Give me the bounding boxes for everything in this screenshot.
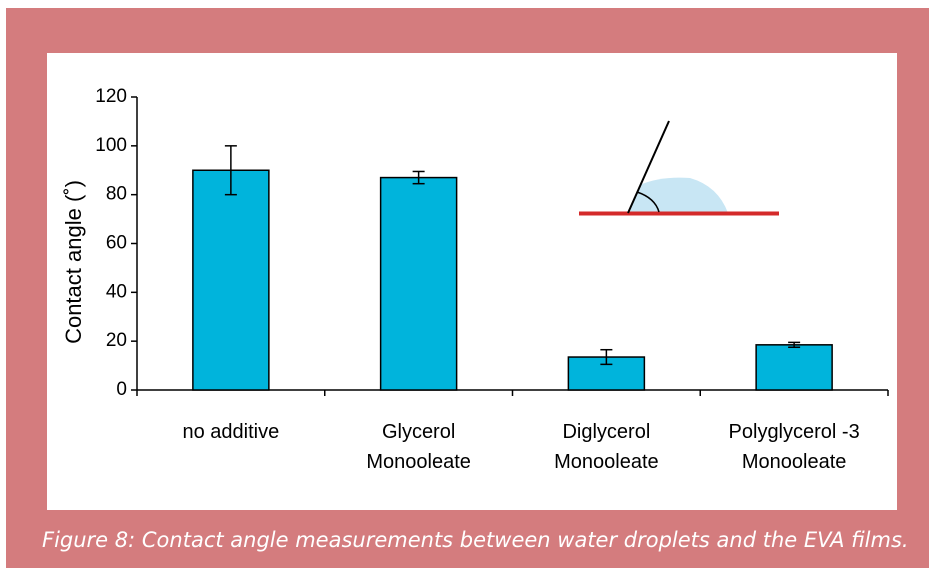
y-axis-label: Contact angle (˚) xyxy=(61,180,86,344)
error-bar xyxy=(412,170,425,185)
droplet xyxy=(628,177,728,213)
error-bar xyxy=(788,341,801,349)
error-bar xyxy=(600,348,613,366)
bar xyxy=(567,356,646,391)
x-tick-label: no additive xyxy=(183,421,280,443)
caption: Figure 8: Contact angle measurements bet… xyxy=(42,528,909,552)
y-tick-label: 20 xyxy=(106,330,127,351)
y-tick-label: 0 xyxy=(116,379,127,400)
plot-panel xyxy=(47,53,897,510)
bar xyxy=(755,344,833,391)
y-tick-label: 120 xyxy=(95,86,127,107)
bar xyxy=(379,176,458,391)
tangent xyxy=(627,120,670,214)
bar xyxy=(192,169,270,391)
x-tick-label: Glycerol Monooleate xyxy=(366,421,471,473)
x-tick-label: Diglycerol Monooleate xyxy=(554,421,659,473)
error-bar xyxy=(224,145,237,196)
y-tick-label: 40 xyxy=(106,281,127,302)
inset-diagram xyxy=(579,120,779,216)
y-tick-label: 80 xyxy=(106,184,127,205)
y-tick-label: 100 xyxy=(95,135,127,156)
angle-arc xyxy=(636,191,660,213)
y-tick-label: 60 xyxy=(106,233,127,254)
x-tick-label: Polyglycerol -3 Monooleate xyxy=(729,421,860,473)
